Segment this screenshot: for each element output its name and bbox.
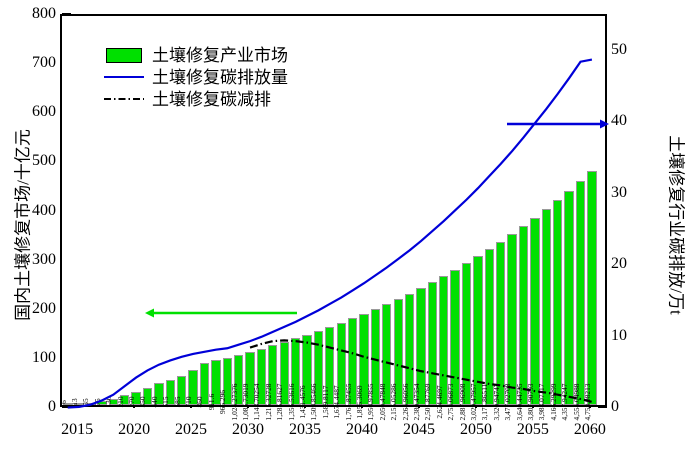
bar: 1,285.81627 — [275, 341, 289, 420]
left-arrow-annotation — [145, 308, 297, 318]
bar: 130 — [104, 396, 118, 408]
x-axis-ticks: 2015 2020 2025 2030 2035 2040 2045 2050 2055 2060 — [60, 398, 607, 451]
bar: 911.6 — [207, 360, 221, 410]
x-tick-label: 2035 — [289, 421, 321, 438]
bar: 2,380.47354 — [412, 288, 426, 420]
bar: 2,624.4697 — [435, 276, 449, 419]
y-tick-label-left: 700 — [32, 54, 56, 72]
bar: 3,477.02708 — [503, 234, 517, 420]
y-tick-label-left: 0 — [48, 398, 56, 415]
x-tick-label: 2060 — [573, 421, 606, 438]
legend-dashdot-icon — [102, 92, 146, 106]
y-tick-label-right: 10 — [611, 326, 627, 344]
bar: 3,807.90793 — [526, 217, 540, 420]
bar: 515 — [161, 379, 175, 408]
y-tick-label-left: 300 — [32, 250, 56, 268]
x-tick-label: 2050 — [459, 421, 492, 438]
legend-label-bar: 土壤修复产业市场 — [152, 45, 288, 65]
bar: 3,029.47957 — [469, 256, 483, 420]
bar: 270 — [127, 391, 141, 408]
bar: 210 — [116, 394, 130, 408]
legend-line-icon — [102, 70, 146, 84]
x-tick-label: 2030 — [232, 421, 265, 438]
y-tick-label-right: 0 — [611, 398, 619, 415]
bar: 440 — [150, 383, 164, 408]
bar: 1,085.73019 — [241, 351, 255, 420]
legend-item-line: 土壤修复碳排放量 — [102, 66, 288, 88]
bar: 4,357.94247 — [560, 190, 574, 420]
line-series-overlay — [67, 58, 609, 409]
bar: 4,166.29299 — [549, 200, 563, 420]
bar: 6 — [59, 400, 73, 405]
bar: 2,501.87769 — [423, 282, 438, 420]
y-axis-left-ticks: 0 100 200 300 400 500 600 700 800 — [0, 5, 71, 415]
bar: 2,753.06873 — [446, 269, 460, 420]
legend-item-dashdot: 土壤修复碳减排 — [102, 88, 288, 110]
bar: 3,640.44735 — [515, 226, 529, 420]
reduction-dashdot-line — [249, 339, 593, 403]
x-tick-label: 2020 — [118, 421, 151, 438]
y-tick-label-left: 600 — [32, 103, 56, 121]
y-tick-label-left: 500 — [32, 152, 56, 170]
bar: 1,950.97855 — [366, 309, 381, 420]
bar: 3,983.07117 — [537, 209, 551, 420]
x-tick-label: 2025 — [175, 421, 208, 438]
x-tick-label: 2015 — [61, 421, 94, 438]
bar: 2,264.96056 — [401, 293, 415, 420]
legend-item-bar: 土壤修复产业市场 — [102, 44, 288, 66]
bar: 1,215.32728 — [264, 345, 278, 420]
y-tick-label-left: 400 — [32, 201, 56, 219]
bar: 710 — [184, 370, 198, 408]
bar: 1,024.27376 — [230, 354, 244, 420]
bar: 1,431.4576 — [298, 334, 312, 419]
bar: 2,887.96908 — [458, 263, 472, 420]
bar: 1,761.87455 — [344, 318, 358, 420]
x-tick-label: 2055 — [516, 421, 549, 438]
legend-swatch-bar-icon — [102, 47, 146, 63]
emission-line — [67, 58, 593, 409]
bar: 966.296 — [218, 357, 232, 414]
y-tick-label-right: 50 — [611, 40, 627, 58]
bar: 1,148.70254 — [252, 348, 267, 420]
y-tick-label-left: 200 — [32, 299, 56, 317]
bar: 2,050.47848 — [378, 304, 392, 420]
x-tick-label: 2040 — [345, 421, 378, 438]
bar: 3,320.94747 — [492, 241, 506, 420]
bar: 1,589.8117 — [321, 326, 335, 418]
bar: 2,155.05286 — [389, 299, 403, 420]
y-axis-right-ticks: 0 10 20 30 40 50 — [598, 14, 667, 415]
y-tick-label-right: 20 — [611, 255, 627, 273]
x-tick-label: 2045 — [402, 421, 435, 438]
right-arrow-annotation — [507, 119, 609, 129]
bar: 585 — [173, 376, 187, 408]
y-tick-label-right: 40 — [611, 112, 627, 130]
bar: 1,356.53616 — [287, 338, 301, 420]
bar: 3,171.86511 — [480, 249, 494, 420]
legend-label-dashdot: 土壤修复碳减排 — [152, 89, 271, 109]
bar: 1,509.85466 — [309, 330, 324, 420]
bar: 1,674.4487 — [332, 322, 346, 419]
bar: 1,856.3069 — [355, 313, 369, 419]
bar: 4,758.98213 — [583, 171, 597, 420]
y-tick-label-right: 30 — [611, 183, 627, 201]
y-tick-major — [62, 406, 71, 408]
y-tick-label-left: 800 — [32, 5, 56, 22]
bar: 350 — [138, 387, 153, 408]
y-tick-label-left: 100 — [32, 348, 56, 366]
plot-area: 6 13 35 75 130 210 270 350 440 515 585 710 860 911.6 9… — [59, 14, 609, 420]
legend-label-line: 土壤修复碳排放量 — [152, 67, 288, 87]
bar: 860 — [195, 362, 210, 408]
legend: 土壤修复产业市场 土壤修复碳排放量 土壤修复碳减排 — [102, 44, 288, 110]
bar: 13 — [70, 398, 84, 406]
y-tick-major-right — [598, 406, 607, 408]
bar: 4,554.04988 — [572, 181, 586, 420]
